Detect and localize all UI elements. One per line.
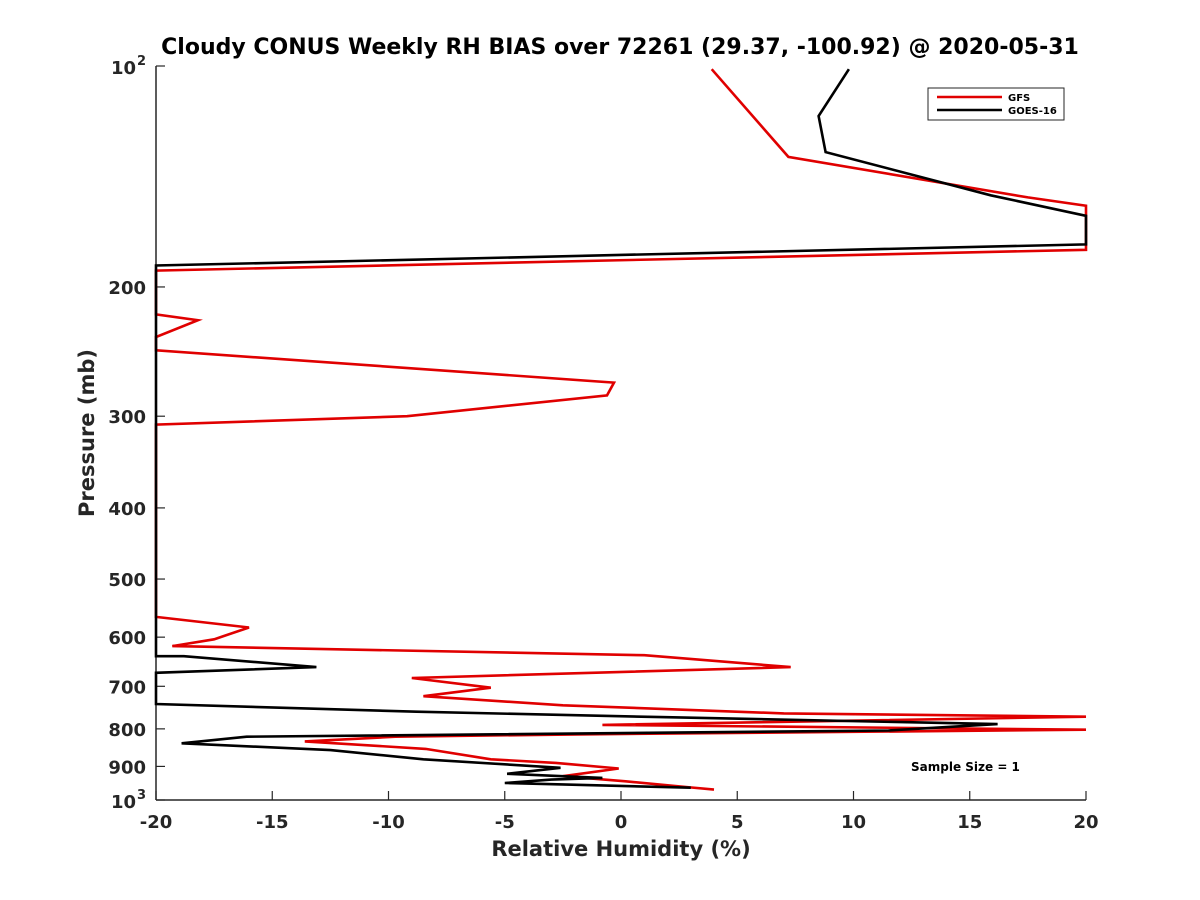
x-axis-label: Relative Humidity (%) (491, 837, 750, 861)
x-tick-label: -10 (372, 812, 405, 833)
x-tick-label: 0 (615, 812, 628, 833)
series-line-goes-16 (154, 68, 1088, 789)
y-tick-label: 700 (108, 677, 146, 698)
y-tick-label: 200 (108, 278, 146, 299)
x-tick-label: -5 (495, 812, 515, 833)
y-axis-label: Pressure (mb) (75, 349, 99, 517)
x-axis-ticks: -20 -15 -10 -5 0 5 10 15 20 (140, 791, 1099, 833)
y-tick-label: 800 (108, 720, 146, 741)
x-tick-label: -15 (256, 812, 289, 833)
series-line-gfs (154, 68, 1088, 791)
chart-title: Cloudy CONUS Weekly RH BIAS over 72261 (… (161, 35, 1079, 60)
y-tick-label: 400 (108, 499, 146, 520)
x-tick-label: -20 (140, 812, 173, 833)
y-tick-label: 900 (108, 757, 146, 778)
legend-box (927, 87, 1065, 121)
x-tick-label: 20 (1073, 812, 1098, 833)
y-tick-label: 10 (111, 792, 136, 813)
x-tick-label: 10 (841, 812, 866, 833)
y-tick-label: 10 (111, 58, 136, 79)
sample-size-annotation: Sample Size = 1 (911, 760, 1020, 774)
legend: GFS GOES-16 (927, 87, 1065, 121)
series-layer (154, 68, 1088, 791)
y-tick-exponent: 2 (137, 54, 146, 69)
y-tick-label: 500 (108, 570, 146, 591)
y-tick-label: 300 (108, 407, 146, 428)
x-tick-label: 5 (731, 812, 744, 833)
y-tick-label: 600 (108, 628, 146, 649)
legend-label-goes-16: GOES-16 (1008, 106, 1057, 117)
x-tick-label: 15 (957, 812, 982, 833)
y-tick-exponent: 3 (137, 788, 146, 803)
legend-label-gfs: GFS (1008, 93, 1030, 104)
